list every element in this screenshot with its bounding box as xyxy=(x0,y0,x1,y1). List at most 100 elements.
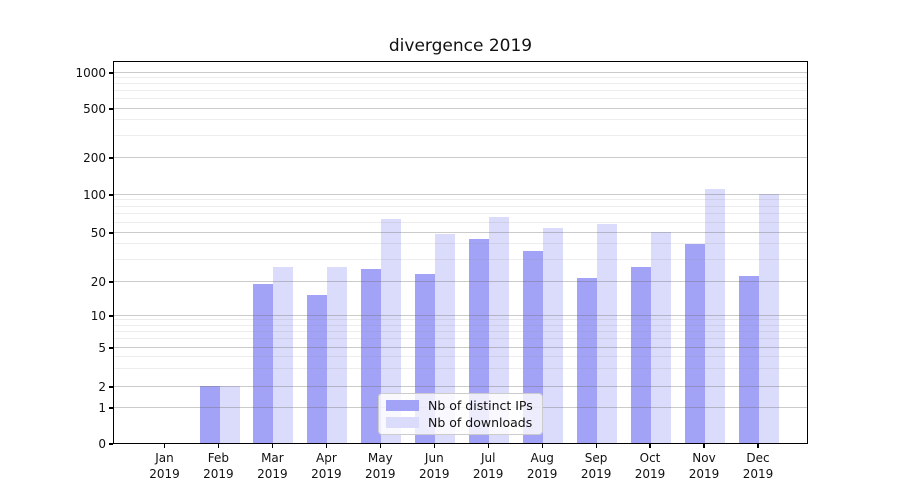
legend-item-distinct-ips: Nb of distinct IPs xyxy=(386,397,535,413)
x-tick-mark xyxy=(487,444,489,448)
bar-distinct-ips xyxy=(685,243,705,443)
legend-swatch-distinct-ips xyxy=(386,399,419,411)
minor-gridline xyxy=(114,119,807,121)
y-tick-mark xyxy=(109,347,113,349)
major-gridline xyxy=(114,314,807,316)
bar-downloads xyxy=(219,386,240,443)
minor-gridline xyxy=(114,213,807,215)
y-tick-mark xyxy=(109,407,113,409)
x-tick-mark xyxy=(271,444,273,448)
x-tick-label-jan: Jan 2019 xyxy=(149,451,180,481)
x-tick-label-jul: Jul 2019 xyxy=(472,451,504,481)
y-tick-label: 200 xyxy=(83,151,106,165)
y-tick-label: 10 xyxy=(90,309,106,323)
bar-downloads xyxy=(489,216,510,443)
y-tick-mark xyxy=(109,108,113,110)
major-gridline xyxy=(114,346,807,348)
minor-gridline xyxy=(114,98,807,99)
minor-gridline xyxy=(114,199,807,201)
y-tick-mark xyxy=(109,443,113,445)
y-tick-label: 5 xyxy=(98,341,106,355)
x-tick-label-dec: Dec 2019 xyxy=(742,451,774,481)
y-tick-mark xyxy=(109,386,113,388)
y-tick-label: 500 xyxy=(83,102,106,116)
x-tick-mark xyxy=(595,444,597,448)
bar-distinct-ips xyxy=(361,269,382,443)
y-tick-mark xyxy=(109,232,113,234)
bar-distinct-ips xyxy=(199,386,220,443)
x-tick-label-may: May 2019 xyxy=(365,451,396,481)
minor-gridline xyxy=(114,368,807,370)
bar-distinct-ips xyxy=(631,267,651,443)
legend-item-downloads: Nb of downloads xyxy=(386,415,535,431)
chart-title: divergence 2019 xyxy=(388,36,533,56)
minor-gridline xyxy=(114,77,807,78)
minor-gridline xyxy=(114,90,807,91)
legend-label-downloads: Nb of downloads xyxy=(428,415,533,431)
bar-downloads xyxy=(327,267,348,443)
x-tick-label-aug: Aug 2019 xyxy=(526,451,558,481)
y-tick-label: 100 xyxy=(83,188,106,202)
y-tick-mark xyxy=(109,194,113,196)
y-tick-mark xyxy=(109,157,113,159)
bar-downloads xyxy=(435,234,456,443)
minor-gridline xyxy=(114,205,807,207)
x-tick-label-jun: Jun 2019 xyxy=(419,451,450,481)
x-tick-label-apr: Apr 2019 xyxy=(311,451,342,481)
y-tick-mark xyxy=(109,72,113,74)
x-tick-mark xyxy=(703,444,705,448)
major-gridline xyxy=(114,71,807,73)
y-tick-label: 1 xyxy=(98,401,106,415)
y-tick-label: 2 xyxy=(98,380,106,394)
y-tick-mark xyxy=(109,315,113,317)
x-tick-mark xyxy=(163,444,166,448)
bar-downloads xyxy=(273,267,294,443)
minor-gridline xyxy=(114,338,807,340)
x-tick-label-feb: Feb 2019 xyxy=(203,451,234,481)
bar-distinct-ips xyxy=(577,278,598,443)
bar-distinct-ips xyxy=(739,275,759,443)
minor-gridline xyxy=(114,243,807,245)
bar-downloads xyxy=(651,232,671,443)
x-tick-mark xyxy=(379,444,381,448)
minor-gridline xyxy=(114,134,807,136)
major-gridline xyxy=(114,193,807,195)
major-gridline xyxy=(114,280,807,282)
major-gridline xyxy=(114,107,807,109)
minor-gridline xyxy=(114,83,807,85)
x-tick-label-oct: Oct 2019 xyxy=(634,451,666,481)
x-tick-mark xyxy=(217,444,219,448)
x-tick-mark xyxy=(649,444,651,448)
bar-downloads xyxy=(705,188,725,443)
bar-downloads xyxy=(543,227,564,443)
bar-distinct-ips xyxy=(469,238,490,443)
plot-area xyxy=(113,61,808,444)
y-tick-mark xyxy=(109,281,113,283)
x-tick-label-sep: Sep 2019 xyxy=(580,451,612,481)
x-tick-mark xyxy=(541,444,543,448)
y-tick-label: 0 xyxy=(98,437,106,451)
minor-gridline xyxy=(114,331,807,332)
minor-gridline xyxy=(114,356,807,357)
major-gridline xyxy=(114,231,807,233)
legend: Nb of distinct IPs Nb of downloads xyxy=(378,393,543,435)
major-gridline xyxy=(114,385,807,387)
minor-gridline xyxy=(114,258,807,260)
minor-gridline xyxy=(114,221,807,223)
minor-gridline xyxy=(114,324,807,326)
bar-distinct-ips xyxy=(253,283,274,443)
bar-distinct-ips xyxy=(307,295,328,443)
y-tick-label: 20 xyxy=(90,275,106,289)
x-tick-mark xyxy=(433,444,435,448)
bar-downloads xyxy=(759,194,779,443)
bar-downloads xyxy=(381,219,402,443)
major-gridline xyxy=(114,156,807,158)
y-tick-label: 50 xyxy=(90,226,106,240)
x-tick-label-nov: Nov 2019 xyxy=(688,451,720,481)
bar-downloads xyxy=(597,223,618,443)
y-tick-label: 1000 xyxy=(75,66,106,80)
x-tick-label-mar: Mar 2019 xyxy=(257,451,288,481)
x-tick-mark xyxy=(325,444,327,448)
legend-swatch-downloads xyxy=(386,417,419,429)
